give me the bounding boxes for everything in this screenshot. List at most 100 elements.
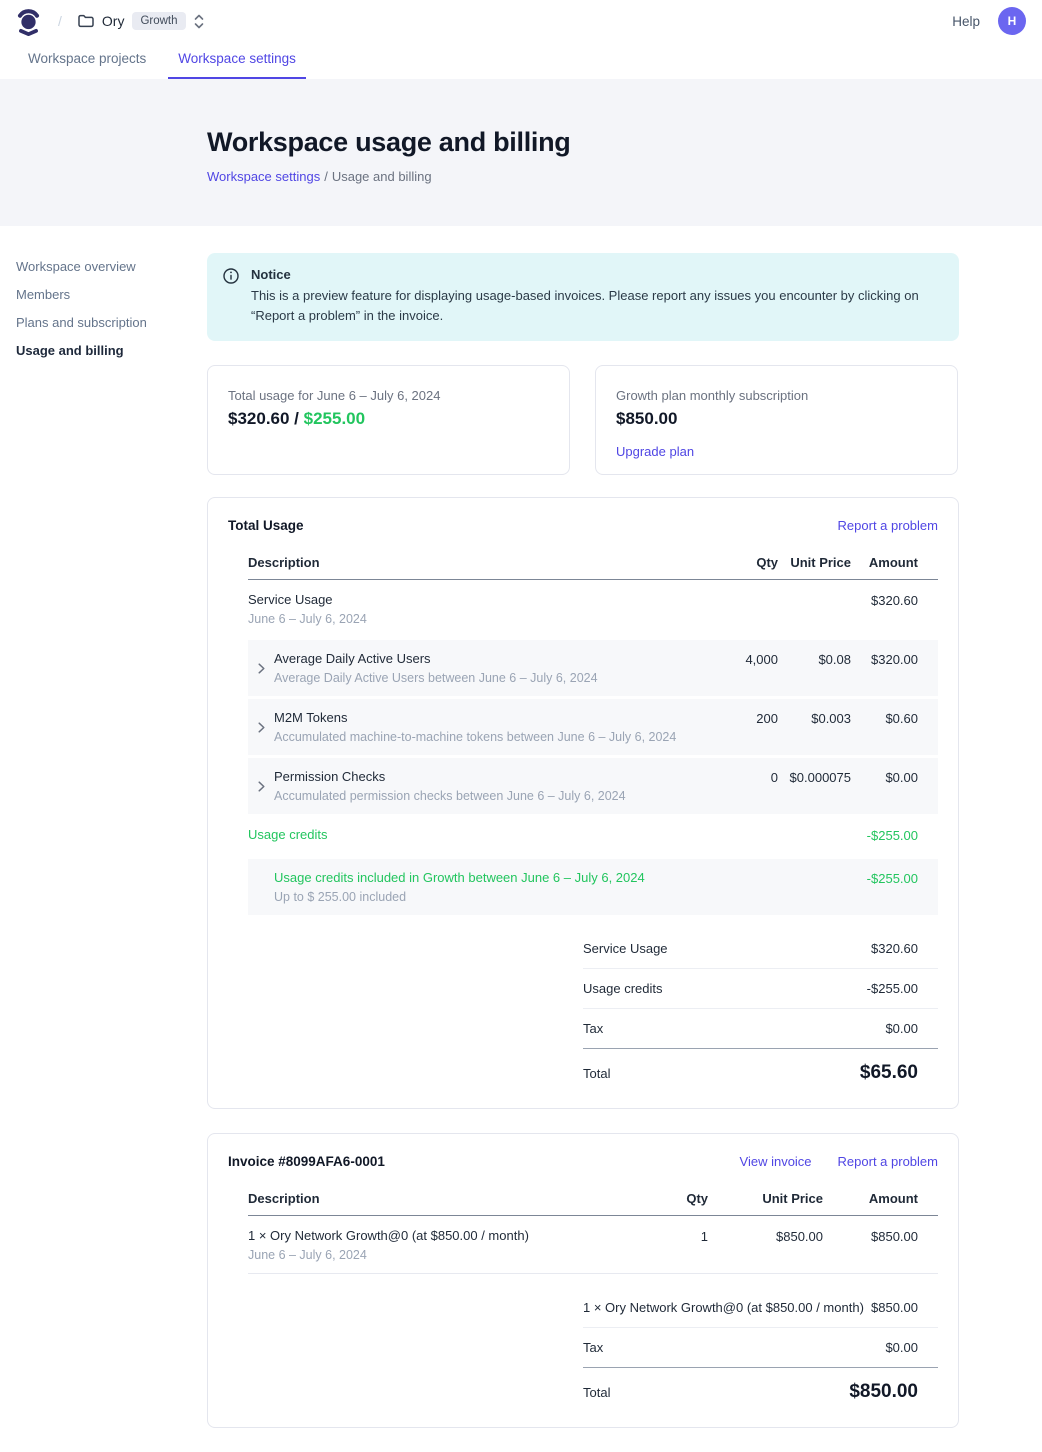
row-title: Usage credits — [248, 827, 328, 843]
usage-table-header: Description Qty Unit Price Amount — [248, 549, 938, 581]
sidebar-item-workspace-overview[interactable]: Workspace overview — [16, 259, 136, 274]
summary-label: Tax — [583, 1021, 604, 1037]
sidebar-item-usage-and-billing[interactable]: Usage and billing — [16, 343, 124, 358]
chevron-right-icon[interactable] — [248, 722, 274, 733]
sidebar-item-plans-and-subscription[interactable]: Plans and subscription — [16, 315, 147, 330]
summary-row-usage-credits: Usage credits -$255.00 — [583, 969, 938, 1010]
chevron-right-icon[interactable] — [248, 781, 274, 792]
usage-separator: / — [289, 409, 304, 429]
row-amount: $850.00 — [871, 1229, 918, 1245]
row-qty: 200 — [756, 711, 778, 727]
ory-logo-icon[interactable] — [16, 6, 42, 36]
view-invoice-link[interactable]: View invoice — [739, 1154, 812, 1170]
summary-row-service-usage: Service Usage $320.60 — [583, 929, 938, 970]
workspace-switcher[interactable]: Ory Growth — [78, 12, 204, 30]
info-circle-icon — [223, 268, 239, 326]
report-a-problem-link[interactable]: Report a problem — [837, 1154, 938, 1170]
row-title: Average Daily Active Users — [274, 651, 431, 667]
help-link[interactable]: Help — [952, 13, 980, 29]
summary-value: $0.00 — [885, 1021, 918, 1037]
summary-row-total: Total $850.00 — [583, 1368, 938, 1405]
row-unit-price — [778, 592, 851, 593]
workspace-tabbar: Workspace projects Workspace settings — [0, 42, 1042, 79]
total-value: $850.00 — [849, 1381, 918, 1403]
summary-value: -$255.00 — [866, 981, 918, 997]
row-title: Permission Checks — [274, 769, 386, 785]
breadcrumb-link-workspace-settings[interactable]: Workspace settings — [207, 169, 321, 184]
column-unit-price: Unit Price — [790, 555, 851, 571]
sidebar-item-members[interactable]: Members — [16, 287, 71, 302]
total-label: Total — [583, 1065, 611, 1081]
row-subtitle: Accumulated permission checks between Ju… — [274, 789, 626, 804]
row-unit-price: $0.003 — [811, 711, 851, 727]
table-row-average-daily-active-users[interactable]: Average Daily Active Users Average Daily… — [248, 640, 938, 697]
summary-label: Tax — [583, 1340, 604, 1356]
row-subtitle: June 6 – July 6, 2024 — [248, 612, 367, 627]
row-amount: $320.00 — [871, 652, 918, 668]
summary-label: Usage credits — [583, 981, 663, 997]
total-label: Total — [583, 1384, 611, 1400]
upgrade-plan-link[interactable]: Upgrade plan — [616, 444, 695, 460]
page-hero: Workspace usage and billing Workspace se… — [0, 79, 1042, 226]
chevron-right-icon[interactable] — [248, 663, 274, 674]
notice-banner: Notice This is a preview feature for dis… — [207, 253, 959, 342]
top-bar: / Ory Growth Help H — [0, 0, 1042, 42]
usage-amount: $320.60 — [228, 409, 290, 429]
row-qty: 4,000 — [745, 652, 778, 668]
table-row-usage-credits-detail: Usage credits included in Growth between… — [248, 859, 938, 916]
column-qty: Qty — [756, 555, 778, 571]
invoice-panel: Invoice #8099AFA6-0001 View invoice Repo… — [207, 1133, 959, 1429]
breadcrumb-separator: / — [324, 169, 328, 184]
row-amount: -$255.00 — [866, 871, 918, 887]
row-amount: -$255.00 — [866, 828, 918, 844]
subscription-card: Growth plan monthly subscription $850.00… — [595, 365, 958, 476]
summary-value: $320.60 — [871, 941, 918, 957]
column-amount: Amount — [868, 1191, 918, 1207]
tab-workspace-projects[interactable]: Workspace projects — [28, 51, 147, 66]
row-qty: 1 — [700, 1229, 708, 1245]
total-usage-panel: Total Usage Report a problem Description… — [207, 497, 959, 1110]
usage-credit-amount: $255.00 — [303, 409, 366, 429]
row-title: Service Usage — [248, 592, 333, 608]
breadcrumb: Workspace settings / Usage and billing — [207, 169, 1042, 184]
summary-value: $0.00 — [885, 1340, 918, 1356]
avatar[interactable]: H — [998, 7, 1026, 35]
column-qty: Qty — [686, 1191, 708, 1207]
report-a-problem-link[interactable]: Report a problem — [837, 518, 938, 534]
total-usage-card-label: Total usage for June 6 – July 6, 2024 — [228, 388, 441, 404]
column-description: Description — [248, 1191, 320, 1207]
summary-row-tax: Tax $0.00 — [583, 1328, 938, 1369]
folder-icon — [78, 14, 94, 28]
column-amount: Amount — [868, 555, 918, 571]
summary-row-total: Total $65.60 — [583, 1049, 938, 1086]
breadcrumb-current: Usage and billing — [331, 169, 432, 184]
column-unit-price: Unit Price — [762, 1191, 823, 1207]
settings-sidebar: Workspace overview Members Plans and sub… — [0, 253, 207, 1452]
row-qty: 0 — [770, 770, 778, 786]
table-row-m2m-tokens[interactable]: M2M Tokens Accumulated machine-to-machin… — [248, 699, 938, 756]
invoice-table-header: Description Qty Unit Price Amount — [248, 1185, 938, 1217]
column-description: Description — [248, 555, 320, 571]
table-row-permission-checks[interactable]: Permission Checks Accumulated permission… — [248, 758, 938, 815]
invoice-line-item: 1 × Ory Network Growth@0 (at $850.00 / m… — [248, 1216, 938, 1275]
row-title: Usage credits included in Growth between… — [274, 870, 645, 886]
summary-row-line-item: 1 × Ory Network Growth@0 (at $850.00 / m… — [583, 1288, 938, 1329]
workspace-name: Ory — [101, 13, 125, 29]
selector-up-down-icon[interactable] — [194, 14, 204, 29]
invoice-title: Invoice #8099AFA6-0001 — [228, 1154, 385, 1170]
tab-workspace-settings[interactable]: Workspace settings — [168, 42, 306, 79]
row-qty — [698, 592, 778, 593]
row-subtitle: Accumulated machine-to-machine tokens be… — [274, 730, 677, 745]
subscription-card-amount: $850.00 — [616, 409, 678, 429]
row-unit-price: $0.000075 — [789, 770, 851, 786]
total-usage-card: Total usage for June 6 – July 6, 2024 $3… — [207, 365, 570, 476]
notice-body: This is a preview feature for displaying… — [251, 288, 919, 324]
summary-row-tax: Tax $0.00 — [583, 1009, 938, 1050]
subscription-card-label: Growth plan monthly subscription — [616, 388, 809, 404]
row-amount: $0.00 — [885, 770, 918, 786]
invoice-summary: 1 × Ory Network Growth@0 (at $850.00 / m… — [583, 1288, 938, 1405]
row-subtitle: Up to $ 255.00 included — [274, 890, 407, 905]
row-title: M2M Tokens — [274, 710, 348, 726]
row-subtitle: Average Daily Active Users between June … — [274, 671, 598, 686]
row-unit-price: $850.00 — [776, 1229, 823, 1245]
